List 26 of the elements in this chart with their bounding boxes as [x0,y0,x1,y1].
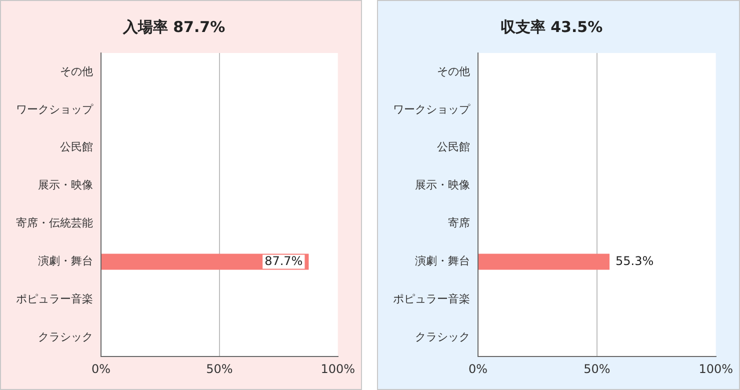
x-tick-label: 50% [206,362,233,376]
y-tick-label: ワークショップ [393,102,471,116]
y-tick-label: 公民館 [437,140,470,154]
chart-title: 収支率 43.5% [500,18,603,36]
x-tick-label: 100% [698,362,734,376]
x-tick-label: 50% [584,362,610,376]
y-tick-label: 寄席 [448,216,470,230]
y-tick-label: 展示・映像 [415,178,470,192]
y-tick-label: 展示・映像 [38,178,93,192]
y-tick-label: 寄席・伝統芸能 [16,216,93,230]
chart-title: 入場率 87.7% [122,18,226,36]
data-label: 55.3% [616,254,654,268]
x-tick-label: 0% [91,362,111,376]
x-tick-label: 0% [468,362,488,376]
y-tick-label: 演劇・舞台 [415,254,470,268]
y-tick-label: その他 [437,64,470,78]
y-tick-label: 公民館 [60,140,93,154]
y-tick-label: その他 [60,64,93,78]
x-tick-label: 100% [320,362,356,376]
y-tick-label: ワークショップ [16,102,94,116]
data-label: 87.7% [264,254,303,268]
y-tick-label: ポピュラー音楽 [393,292,470,306]
y-tick-label: 演劇・舞台 [38,254,93,268]
y-tick-label: クラシック [415,330,470,344]
y-tick-label: クラシック [38,330,93,344]
y-tick-label: ポピュラー音楽 [16,292,93,306]
